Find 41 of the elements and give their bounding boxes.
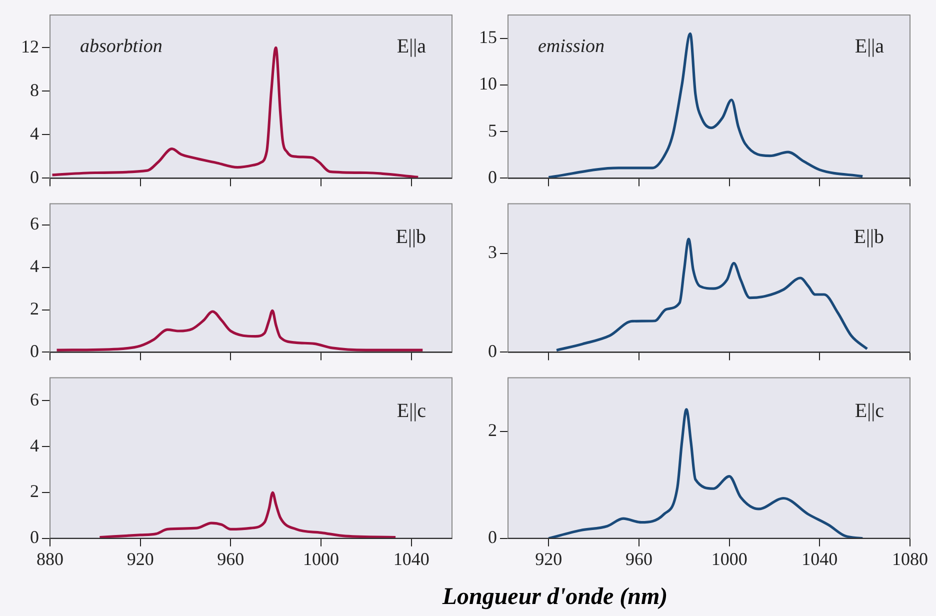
- y-tick-label: 12: [21, 36, 39, 56]
- y-tick-label: 3: [488, 242, 497, 262]
- y-tick-label: 4: [30, 123, 39, 144]
- y-tick-label: 2: [488, 420, 497, 440]
- x-tick-label: 1040: [393, 548, 430, 569]
- y-tick-label: 4: [30, 256, 39, 276]
- y-tick-label: 10: [479, 74, 497, 94]
- y-tick-label: 6: [30, 214, 39, 234]
- y-tick-label: 0: [488, 340, 497, 361]
- annotation: E||c: [396, 400, 426, 422]
- x-tick-label: 960: [625, 548, 652, 569]
- line-series: [55, 309, 424, 352]
- annotation: absorbtion: [80, 36, 162, 57]
- y-tick-label: 0: [30, 527, 39, 548]
- x-tick-label: 1080: [892, 548, 928, 569]
- x-tick-label: 960: [217, 548, 244, 569]
- annotation: E||b: [396, 226, 426, 248]
- y-tick-label: 0: [488, 166, 497, 187]
- y-tick-label: 0: [30, 340, 39, 361]
- annotation: E||a: [854, 35, 884, 58]
- line-series: [98, 491, 397, 538]
- y-tick-label: 2: [30, 298, 39, 319]
- y-tick-label: 6: [30, 389, 39, 410]
- x-tick-label: 920: [535, 548, 562, 569]
- y-tick-label: 0: [488, 527, 497, 548]
- y-tick-label: 4: [30, 435, 39, 456]
- annotation: E||a: [396, 35, 426, 58]
- x-tick-label: 1000: [711, 548, 748, 569]
- annotation: emission: [538, 36, 604, 57]
- y-tick-label: 2: [30, 481, 39, 502]
- annotation: E||c: [854, 400, 884, 422]
- y-tick-label: 0: [30, 166, 39, 187]
- y-tick-label: 5: [488, 120, 497, 140]
- x-tick-label: 880: [36, 548, 64, 569]
- x-tick-label: 1000: [303, 548, 340, 569]
- annotation: E||b: [854, 226, 884, 248]
- x-tick-label: 1040: [802, 548, 838, 569]
- x-axis-title: Longueur d'onde (nm): [441, 584, 669, 611]
- y-tick-label: 8: [30, 80, 39, 100]
- y-tick-label: 15: [479, 27, 497, 48]
- x-tick-label: 920: [126, 548, 154, 569]
